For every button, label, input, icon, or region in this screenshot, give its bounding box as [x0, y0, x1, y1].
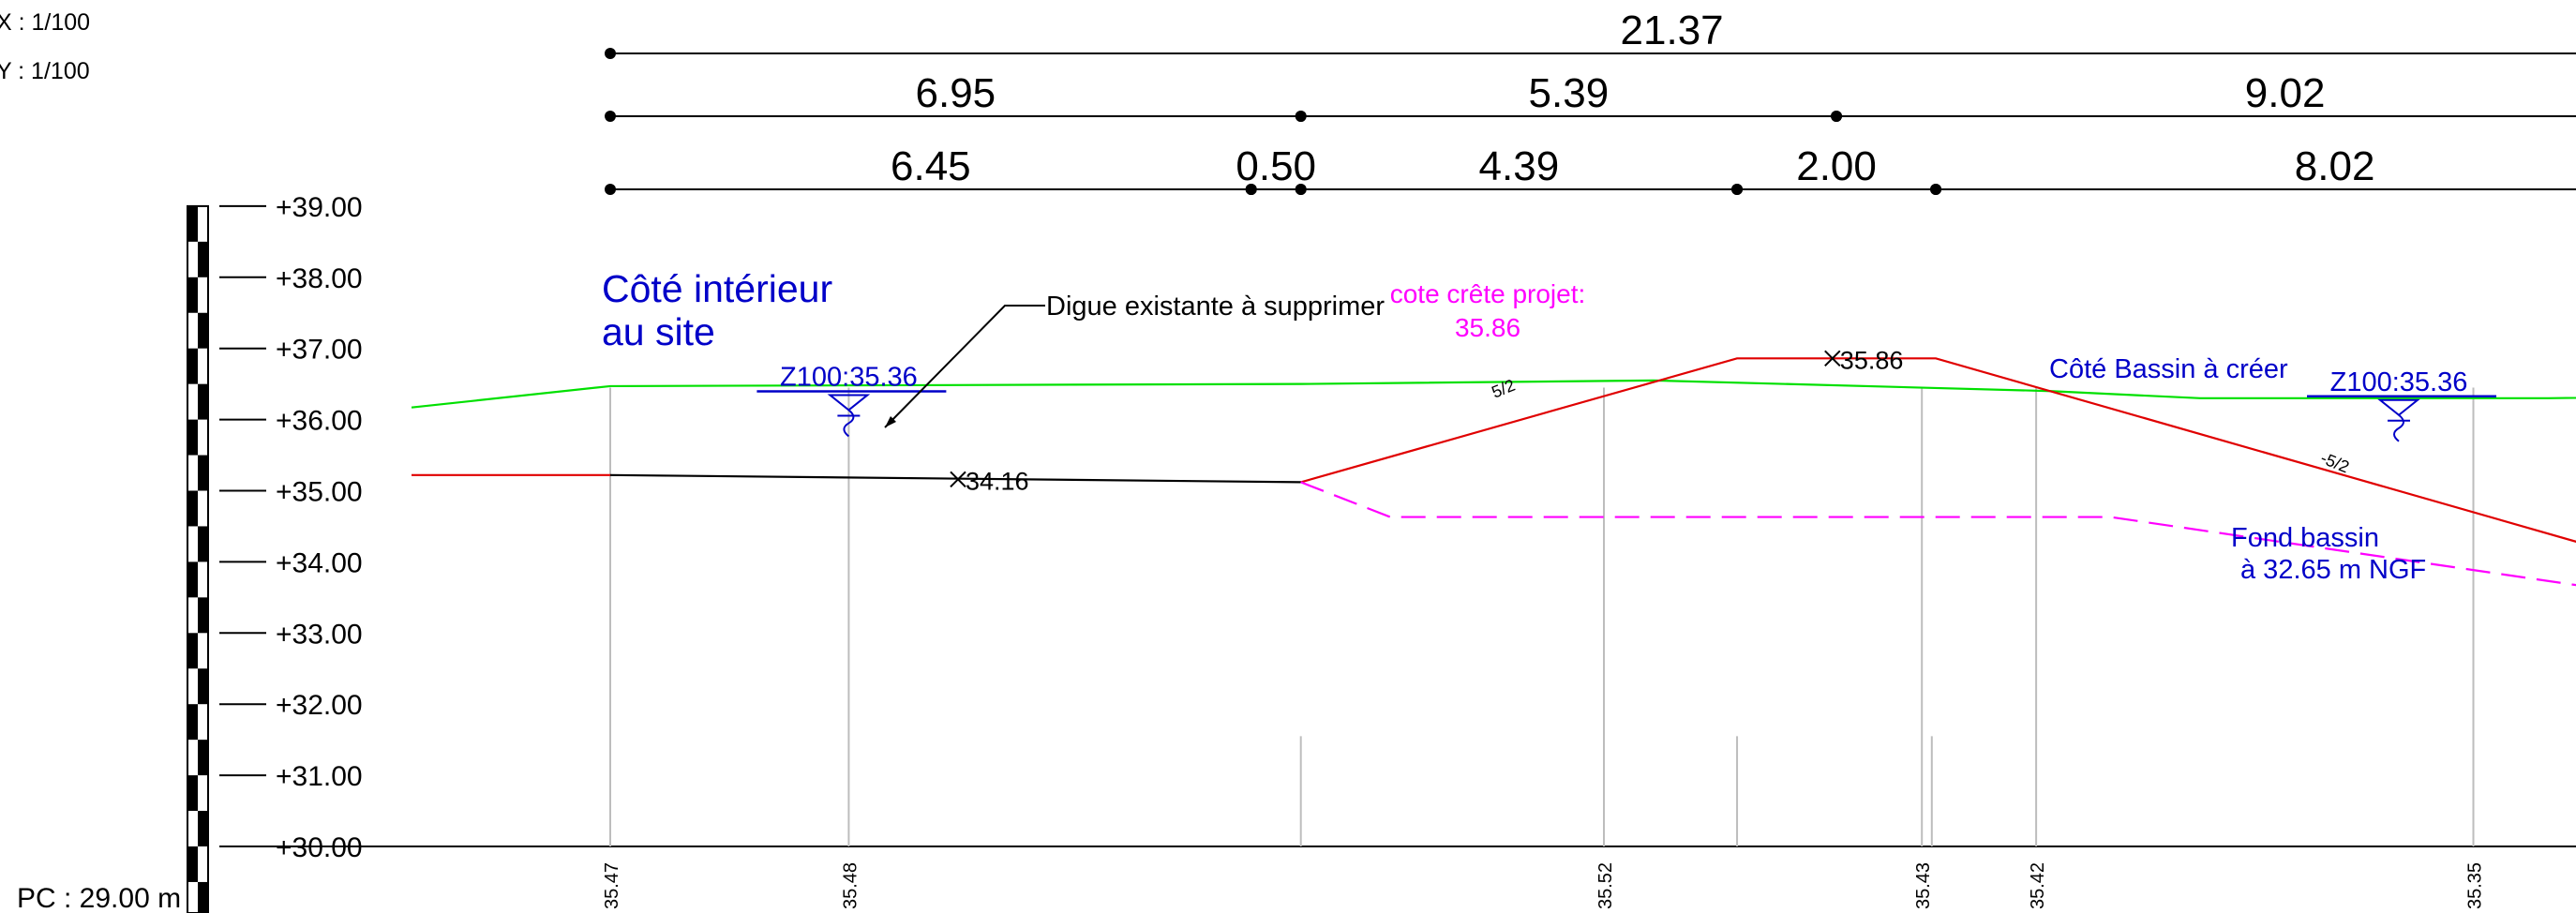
project-dike-line	[1300, 357, 2576, 543]
slope-label: -5/2	[2318, 448, 2352, 476]
elevation-tick-label: +38.00	[276, 263, 363, 294]
dimension-end-dot	[1731, 184, 1744, 195]
reference-plane-label: PC : 29.00 m	[17, 883, 181, 913]
station-lines: 35.4735.4835.5235.4335.4235.3535.3235.32…	[602, 387, 2486, 909]
elevation-tick-label: +35.00	[276, 477, 363, 508]
crest-project-label: cote crête projet:	[1390, 279, 1586, 308]
projected-cut-line	[1300, 481, 2576, 587]
dimension-label: 9.02	[2245, 70, 2326, 116]
basin-side-label: Côté Bassin à créer	[2049, 354, 2288, 384]
elevation-tick-label: +37.00	[276, 335, 363, 366]
ruler-segment	[187, 633, 198, 669]
elevation-tick-label: +33.00	[276, 619, 363, 650]
dimension-label: 6.95	[916, 70, 996, 116]
dimension-end-dot	[1245, 184, 1257, 195]
ruler-segment	[187, 348, 198, 384]
ruler-segment	[187, 846, 198, 882]
water-level-triangle-icon	[2377, 398, 2420, 417]
dimension-label: 2.00	[1796, 143, 1877, 189]
dimension-label: 8.02	[2295, 143, 2375, 189]
elevation-tick-label: +34.00	[276, 547, 363, 578]
elevation-ruler: +39.00 +38.00 +37.00 +36.00 +35.00 +34.00 +33.…	[187, 192, 2576, 913]
ruler-segment	[187, 704, 198, 741]
ruler-segment	[187, 419, 198, 456]
station-label: 35.47	[602, 862, 622, 909]
ruler-segment	[198, 740, 208, 776]
dimension-label: 6.45	[891, 143, 971, 189]
water-level-label: Z100:35.36	[2330, 367, 2468, 397]
crest-project-value: 35.86	[1455, 313, 1520, 342]
dimension-end-dot	[1831, 111, 1843, 122]
elevation-tick-label: +32.00	[276, 690, 363, 721]
ruler-segment	[198, 241, 208, 277]
callout-leader	[884, 305, 1045, 428]
terrain-natural-line	[411, 379, 2576, 409]
dimension-label: 4.39	[1479, 143, 1560, 189]
dimension-end-dot	[1295, 111, 1307, 122]
elevation-tick-label: +39.00	[276, 192, 363, 223]
elevation-tick-label: +36.00	[276, 406, 363, 437]
elevation-tick-label: +31.00	[276, 761, 363, 792]
ruler-segment	[198, 668, 208, 705]
scale-legend: X : 1/100 Y : 1/100	[0, 9, 90, 84]
ruler-segment	[187, 561, 198, 598]
station-label: 35.48	[840, 862, 861, 909]
elevation-tick-label: +30.00	[276, 832, 363, 863]
scale-y-label: Y : 1/100	[0, 58, 90, 84]
water-level-label: Z100:35.36	[780, 362, 918, 392]
dimension-label: 5.39	[1529, 70, 1610, 116]
ruler-segment	[198, 526, 208, 562]
cross-marker	[1824, 350, 1841, 367]
dimension-lines: 21.37 6.95 5.39 9.02 6.45 0.50 4.39 2.00 8.02	[605, 7, 2576, 195]
ruler-segment	[198, 881, 208, 913]
interior-side-label-line1: Côté intérieur	[602, 267, 832, 310]
ruler-segment	[198, 383, 208, 420]
water-ripple-icon	[2393, 413, 2404, 442]
station-label: 35.35	[2465, 862, 2486, 909]
water-level-triangle-icon	[827, 394, 871, 412]
station-label: 35.42	[2028, 862, 2048, 909]
ruler-segment	[187, 490, 198, 527]
basin-bottom-label-line2: à 32.65 m NGF	[2240, 555, 2426, 585]
dimension-end-dot	[1930, 184, 1942, 195]
station-label: 35.52	[1595, 862, 1616, 909]
dimension-label: 0.50	[1236, 143, 1316, 189]
point-elevation-label: 34.16	[966, 467, 1029, 495]
dimension-label: 21.37	[1621, 7, 1724, 53]
existing-dike-line	[609, 473, 1301, 484]
slope-label: 5/2	[1489, 376, 1518, 402]
basin-bottom-label-line1: Fond bassin	[2231, 523, 2379, 553]
water-ripple-icon	[843, 409, 855, 438]
point-elevation-label: 35.86	[1840, 346, 1904, 374]
existing-dike-callout: Digue existante à supprimer	[1046, 292, 1385, 322]
ruler-segment	[198, 597, 208, 634]
scale-x-label: X : 1/100	[0, 9, 90, 36]
profile-lines	[411, 357, 2576, 587]
ruler-segment	[187, 277, 198, 313]
water-level-symbols: Z100:35.36 Z100:35.36	[756, 362, 2496, 442]
dimension-end-dot	[605, 111, 616, 122]
interior-side-label-line2: au site	[602, 310, 715, 353]
ruler-segment	[198, 312, 208, 349]
annotations: Côté intérieur au site Digue existante à…	[602, 267, 2426, 585]
ruler-segment	[187, 775, 198, 812]
callout-arrowhead	[885, 416, 896, 427]
dimension-end-dot	[605, 184, 616, 195]
ruler-segment	[198, 455, 208, 491]
station-label: 35.43	[1913, 862, 1934, 909]
ruler-segment	[187, 205, 198, 242]
dimension-end-dot	[605, 48, 616, 59]
dimension-end-dot	[1295, 184, 1307, 195]
cross-marker	[950, 471, 966, 488]
ruler-segment	[198, 811, 208, 846]
